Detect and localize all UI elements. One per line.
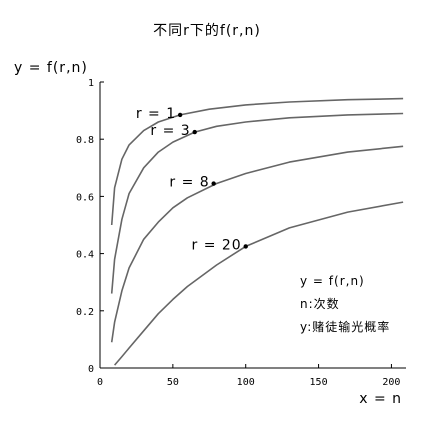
curve-label-0: r = 1	[136, 106, 176, 122]
y-axis-label: y = f(r,n)	[14, 60, 88, 76]
curve-markers: r = 1r = 3 r = 8 r = 20	[136, 106, 248, 253]
y-tick-label: 0.4	[76, 250, 94, 261]
x-tick-label: 50	[167, 377, 179, 388]
y-tick-label: 0.6	[76, 192, 94, 203]
curve-label-3: r = 20	[192, 237, 242, 253]
curve-label-2: r = 8	[169, 175, 209, 191]
curve-label-1: r = 3	[150, 123, 190, 139]
x-tick-label: 100	[237, 377, 255, 388]
chart-title: 不同r下的f(r,n)	[153, 23, 261, 39]
y-tick-label: 0.2	[76, 307, 94, 318]
annotation-y: y:赌徒输光概率	[300, 319, 390, 334]
curve-point-0	[177, 112, 183, 118]
x-tick-label: 0	[97, 377, 103, 388]
y-tick-label: 0	[88, 364, 94, 375]
y-tick-label: 1	[88, 78, 94, 89]
series-line-0	[110, 97, 404, 226]
y-ticks: 0 0.2 0.4 0.6 0.8 1	[76, 78, 104, 375]
x-axis-label: x = n	[359, 391, 402, 407]
x-ticks: 0 50 100 150 200	[97, 364, 400, 388]
curve-point-3	[243, 244, 248, 249]
series-line-3	[113, 201, 404, 366]
annotation-formula: y = f(r,n)	[300, 274, 365, 288]
y-tick-label: 0.8	[76, 135, 94, 146]
series-line-2	[110, 145, 404, 343]
x-tick-label: 150	[310, 377, 328, 388]
annotation-n: n:次数	[300, 296, 340, 311]
x-tick-label: 200	[382, 377, 400, 388]
series-lines	[110, 97, 404, 366]
series-line-1	[110, 112, 404, 294]
curve-point-1	[192, 129, 197, 135]
curve-point-2	[211, 181, 216, 186]
